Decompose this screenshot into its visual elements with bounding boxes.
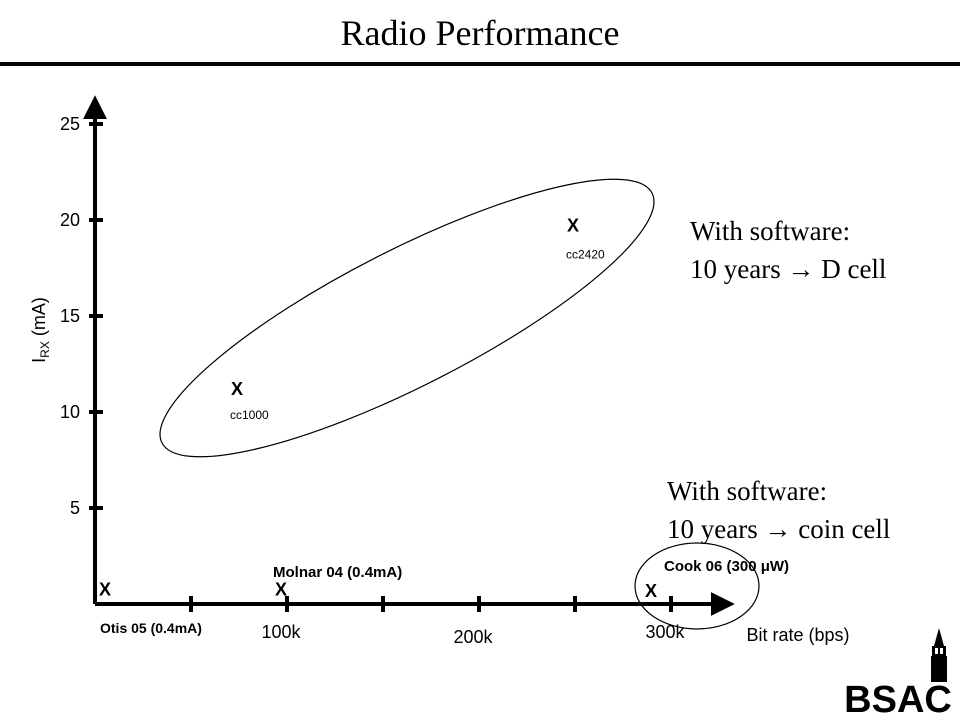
y-axis-label-sub: RX <box>38 341 52 358</box>
y-tick-label: 20 <box>60 210 80 230</box>
campanile-icon <box>931 628 947 682</box>
data-point-label: Otis 05 (0.4mA) <box>100 620 202 636</box>
y-axis-label-unit: (mA) <box>29 297 49 341</box>
annotation-line: 10 years → coin cell <box>667 514 890 544</box>
data-point-label: Molnar 04 (0.4mA) <box>273 564 402 581</box>
page-title: Radio Performance <box>340 13 620 53</box>
y-tick-label: 10 <box>60 402 80 422</box>
x-tick-label: 300k <box>645 622 685 642</box>
y-axis-label-main: I <box>29 358 49 363</box>
logo-text: BSAC <box>844 679 952 720</box>
title-divider <box>0 62 960 66</box>
y-tick-label: 15 <box>60 306 80 326</box>
x-tick-label: 200k <box>453 627 493 647</box>
high-power-group-ellipse <box>159 178 655 458</box>
x-axis-label: Bit rate (bps) <box>746 625 849 645</box>
x-tick-label: 100k <box>261 622 301 642</box>
data-point-label: cc1000 <box>230 408 269 422</box>
data-point-marker: X <box>567 216 579 236</box>
annotation-line: 10 years → D cell <box>690 254 886 284</box>
annotation-line: With software: <box>690 216 850 246</box>
data-point-label: Cook 06 (300 μW) <box>664 558 789 575</box>
data-point-marker: X <box>231 379 243 399</box>
data-point-marker: X <box>275 579 287 599</box>
y-axis-label: IRX (mA) <box>29 297 52 363</box>
annotation-line: With software: <box>667 476 827 506</box>
low-power-group-ellipse <box>634 542 760 630</box>
y-tick-label: 25 <box>60 114 80 134</box>
data-point-label: cc2420 <box>566 248 605 262</box>
y-tick-label: 5 <box>70 498 80 518</box>
data-point-marker: X <box>645 581 657 601</box>
bsac-logo: BSAC <box>844 628 952 720</box>
data-point-marker: X <box>99 579 111 599</box>
